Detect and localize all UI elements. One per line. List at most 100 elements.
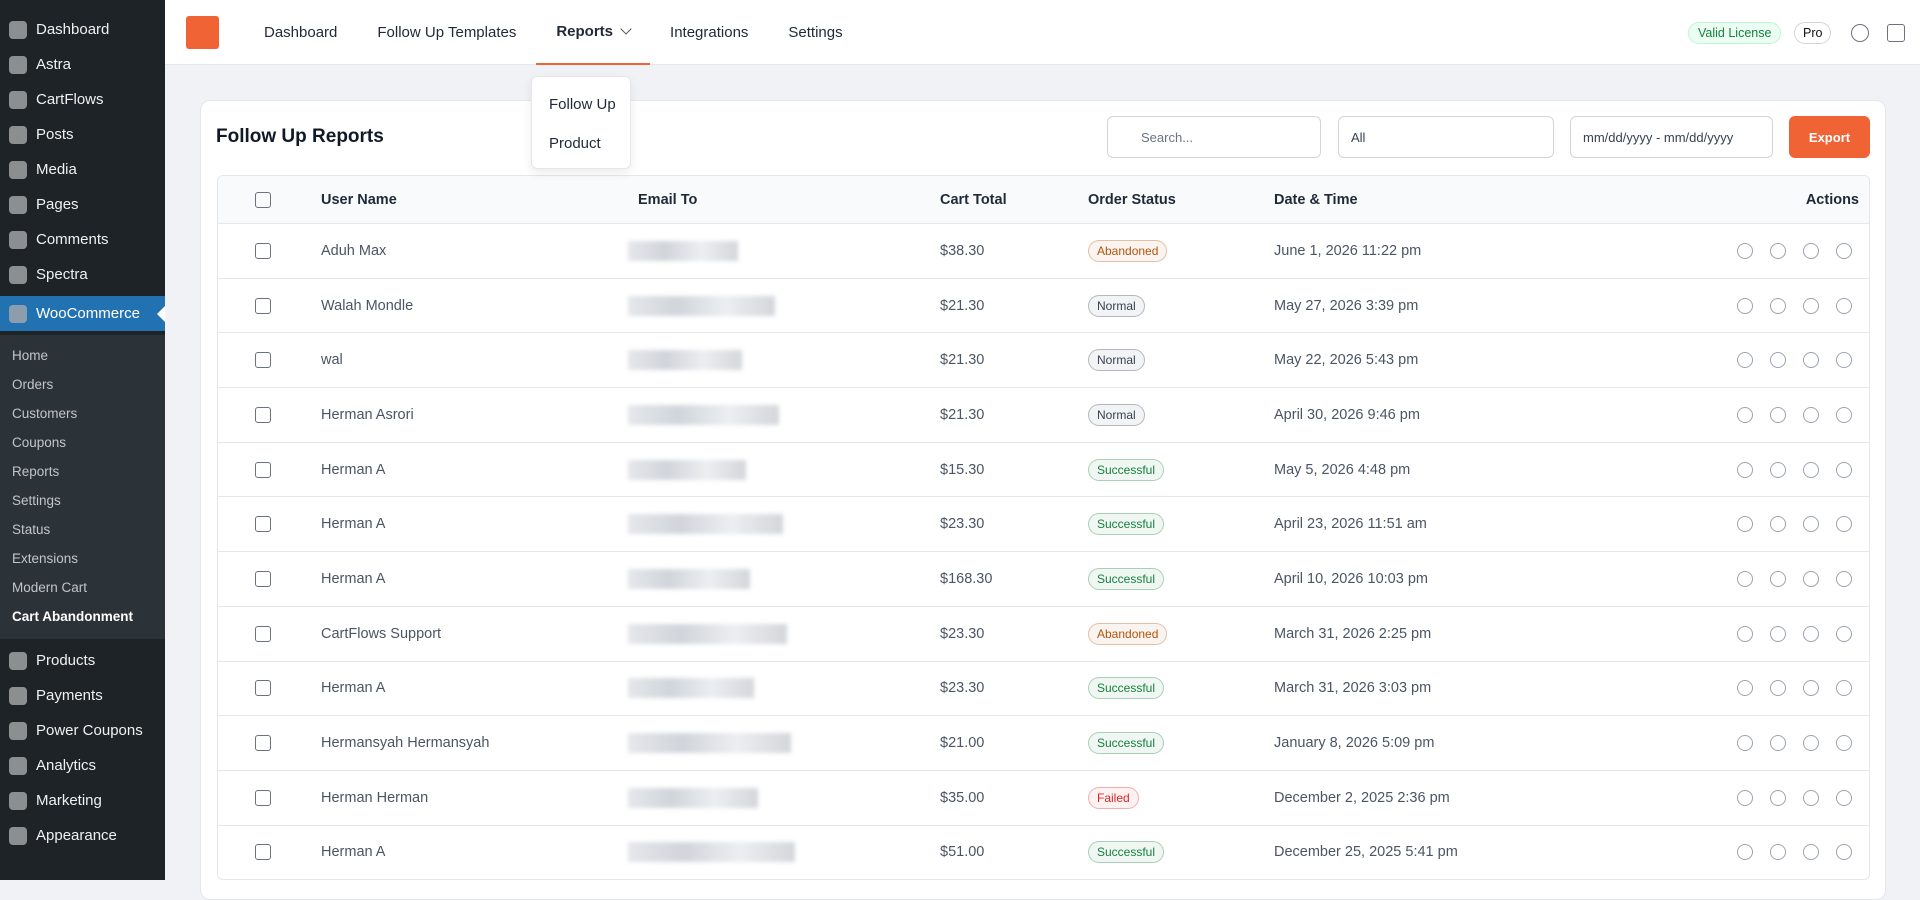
nav-tab[interactable]: Settings	[788, 24, 843, 41]
recover-action[interactable]	[1770, 352, 1786, 369]
recover-action[interactable]	[1770, 680, 1786, 697]
menu-item[interactable]: Dashboard	[0, 12, 165, 47]
status-filter[interactable]: All	[1338, 116, 1554, 158]
view-action[interactable]	[1737, 680, 1753, 697]
view-action[interactable]	[1737, 297, 1753, 314]
row-checkbox[interactable]	[255, 625, 271, 642]
view-action[interactable]	[1737, 735, 1753, 752]
recover-action[interactable]	[1770, 625, 1786, 642]
row-checkbox[interactable]	[255, 570, 271, 587]
dropdown-item[interactable]: Follow Up	[549, 96, 616, 113]
menu-item[interactable]: Analytics	[0, 748, 165, 783]
unsubscribe-action[interactable]	[1803, 625, 1819, 642]
delete-action[interactable]	[1836, 406, 1852, 423]
unsubscribe-action[interactable]	[1803, 789, 1819, 806]
view-action[interactable]	[1737, 789, 1753, 806]
unsubscribe-action[interactable]	[1803, 461, 1819, 478]
recover-action[interactable]	[1770, 789, 1786, 806]
recover-action[interactable]	[1770, 516, 1786, 533]
delete-action[interactable]	[1836, 625, 1852, 642]
nav-tab[interactable]: Integrations	[670, 24, 749, 41]
logo[interactable]	[186, 16, 219, 49]
unsubscribe-action[interactable]	[1803, 352, 1819, 369]
row-checkbox[interactable]	[255, 242, 271, 259]
delete-action[interactable]	[1836, 461, 1852, 478]
recover-action[interactable]	[1770, 461, 1786, 478]
view-action[interactable]	[1737, 844, 1753, 861]
row-checkbox[interactable]	[255, 789, 271, 806]
recover-action[interactable]	[1770, 844, 1786, 861]
row-checkbox[interactable]	[255, 297, 271, 314]
menu-item[interactable]: Posts	[0, 117, 165, 152]
menu-item[interactable]: Products	[0, 643, 165, 678]
delete-action[interactable]	[1836, 735, 1852, 752]
view-action[interactable]	[1737, 516, 1753, 533]
view-action[interactable]	[1737, 625, 1753, 642]
recover-action[interactable]	[1770, 297, 1786, 314]
menu-item[interactable]: Media	[0, 152, 165, 187]
delete-action[interactable]	[1836, 844, 1852, 861]
unsubscribe-action[interactable]	[1803, 406, 1819, 423]
row-checkbox[interactable]	[255, 406, 271, 423]
recover-action[interactable]	[1770, 406, 1786, 423]
unsubscribe-action[interactable]	[1803, 735, 1819, 752]
submenu-item[interactable]: Coupons	[12, 435, 67, 450]
delete-action[interactable]	[1836, 242, 1852, 259]
recover-action[interactable]	[1770, 735, 1786, 752]
delete-action[interactable]	[1836, 352, 1852, 369]
menu-item[interactable]: Payments	[0, 678, 165, 713]
delete-action[interactable]	[1836, 516, 1852, 533]
export-button[interactable]: Export	[1789, 116, 1870, 158]
menu-item[interactable]: Astra	[0, 47, 165, 82]
delete-action[interactable]	[1836, 789, 1852, 806]
nav-tab[interactable]: Follow Up Templates	[377, 24, 517, 41]
view-action[interactable]	[1737, 461, 1753, 478]
nav-tab[interactable]: Reports	[536, 0, 651, 65]
row-checkbox[interactable]	[255, 680, 271, 697]
row-checkbox[interactable]	[255, 735, 271, 752]
row-checkbox[interactable]	[255, 461, 271, 478]
view-action[interactable]	[1737, 242, 1753, 259]
announce-icon[interactable]	[1887, 24, 1905, 42]
menu-item[interactable]: CartFlows	[0, 82, 165, 117]
row-checkbox[interactable]	[255, 844, 271, 861]
submenu-item[interactable]: Home	[12, 348, 49, 363]
search-input[interactable]: Search...	[1107, 116, 1321, 158]
delete-action[interactable]	[1836, 680, 1852, 697]
submenu-item[interactable]: Cart Abandonment	[12, 609, 133, 624]
submenu-item[interactable]: Orders	[12, 377, 54, 392]
unsubscribe-action[interactable]	[1803, 680, 1819, 697]
row-checkbox[interactable]	[255, 516, 271, 533]
menu-item[interactable]: Marketing	[0, 783, 165, 818]
menu-item[interactable]: Appearance	[0, 818, 165, 853]
menu-item[interactable]: Spectra	[0, 257, 165, 292]
nav-tab[interactable]: Dashboard	[264, 24, 338, 41]
view-action[interactable]	[1737, 352, 1753, 369]
menu-item[interactable]: Pages	[0, 187, 165, 222]
submenu-item[interactable]: Modern Cart	[12, 580, 88, 595]
unsubscribe-action[interactable]	[1803, 516, 1819, 533]
recover-action[interactable]	[1770, 242, 1786, 259]
unsubscribe-action[interactable]	[1803, 570, 1819, 587]
help-icon[interactable]	[1851, 24, 1869, 42]
view-action[interactable]	[1737, 570, 1753, 587]
unsubscribe-action[interactable]	[1803, 242, 1819, 259]
submenu-item[interactable]: Status	[12, 522, 51, 537]
submenu-item[interactable]: Extensions	[12, 551, 79, 566]
unsubscribe-action[interactable]	[1803, 297, 1819, 314]
dropdown-item[interactable]: Product	[549, 135, 601, 152]
submenu-item[interactable]: Settings	[12, 493, 61, 508]
submenu-item[interactable]: Reports	[12, 464, 60, 479]
menu-item[interactable]: Power Coupons	[0, 713, 165, 748]
date-range[interactable]: mm/dd/yyyy - mm/dd/yyyy	[1570, 116, 1773, 158]
delete-action[interactable]	[1836, 570, 1852, 587]
row-checkbox[interactable]	[255, 352, 271, 369]
recover-action[interactable]	[1770, 570, 1786, 587]
select-all[interactable]	[255, 191, 271, 208]
menu-item-active[interactable]: WooCommerce	[0, 296, 165, 331]
delete-action[interactable]	[1836, 297, 1852, 314]
unsubscribe-action[interactable]	[1803, 844, 1819, 861]
menu-item[interactable]: Comments	[0, 222, 165, 257]
submenu-item[interactable]: Customers	[12, 406, 78, 421]
view-action[interactable]	[1737, 406, 1753, 423]
